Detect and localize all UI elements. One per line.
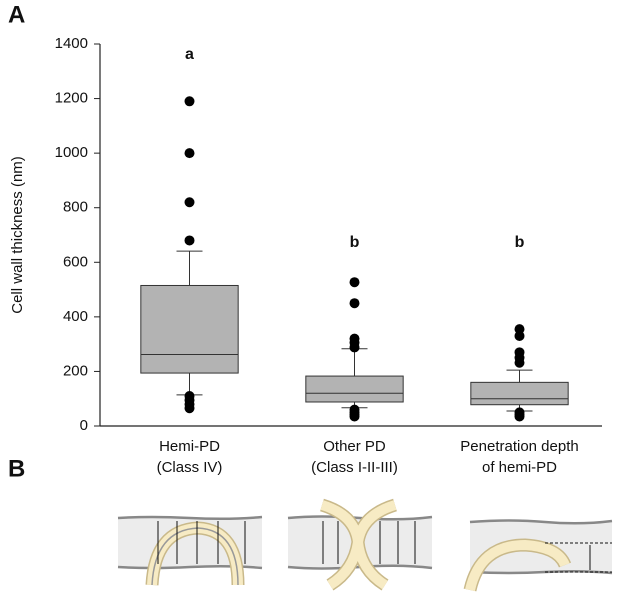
outlier [184,148,195,159]
wall-edge [469,519,613,525]
outlier [184,403,195,414]
arrows [157,521,246,564]
y-tick-label: 400 [63,308,88,325]
box [305,375,404,403]
plasmodesma [465,539,570,592]
outlier [349,411,360,422]
desmotubule [151,527,239,586]
outlier [349,277,360,288]
y-tick-label: 800 [63,199,88,216]
wall-edge [117,515,263,521]
x-tick-label: Hemi-PD [159,438,220,455]
outlier [514,357,525,368]
diagram [117,498,613,592]
group-letter: a [185,46,194,63]
arrows [322,521,416,564]
y-tick-label: 1200 [55,90,88,107]
group-letter: b [515,234,525,251]
panel-label: B [8,455,25,482]
x-tick-label: of hemi-PD [482,459,557,476]
outlier [349,342,360,353]
x-tick-label: Other PD [323,438,386,455]
y-tick-label: 200 [63,362,88,379]
outlier [184,235,195,246]
outlier [184,197,195,208]
y-tick-label: 1400 [55,35,88,52]
box [470,381,569,406]
plasmodesma [320,500,397,590]
wall-edge [287,515,433,521]
outlier [349,298,360,309]
outlier [514,330,525,341]
x-tick-label: Penetration depth [460,438,578,455]
y-tick-label: 1000 [55,144,88,161]
y-tick-label: 600 [63,253,88,270]
group-letter: b [350,234,360,251]
x-tick-label: (Class I-II-III) [311,459,398,476]
panel-label: A [8,1,25,28]
y-tick-label: 0 [80,417,88,434]
y-axis-label: Cell wall thickness (nm) [9,156,26,314]
x-tick-label: (Class IV) [157,459,223,476]
box [140,284,239,374]
outlier [184,96,195,107]
outlier [514,411,525,422]
